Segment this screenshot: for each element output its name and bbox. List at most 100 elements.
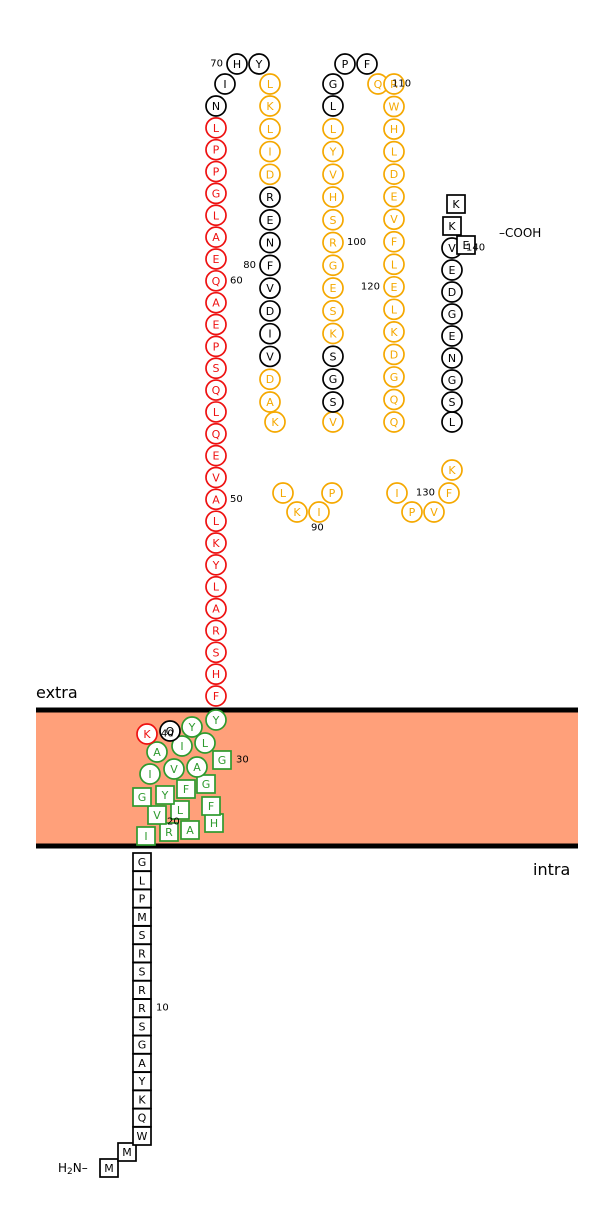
residue-142: K (446, 194, 466, 214)
residue-shape (322, 368, 344, 390)
residue-letter: G (138, 856, 147, 869)
residue-letter: D (266, 305, 274, 318)
residue-shape (259, 254, 281, 277)
residue-shape (383, 253, 405, 276)
residue-letter: F (267, 259, 273, 272)
residue-shape (259, 95, 281, 117)
residue-129: V (423, 501, 445, 523)
residue-shape (383, 343, 405, 366)
residue-95: S (322, 345, 344, 368)
residue-shape (205, 291, 227, 314)
residue-letter: I (317, 506, 320, 519)
residue-shape (205, 248, 227, 270)
residue-number-50: 50 (230, 494, 243, 505)
residue-7: A (132, 1053, 152, 1073)
residue-letter: V (329, 168, 337, 181)
residue-shape (442, 216, 462, 236)
residue-shape (259, 73, 281, 95)
residue-shape (322, 299, 344, 322)
residue-shape (259, 368, 281, 391)
residue-shape (383, 321, 405, 343)
residue-shape (212, 750, 232, 770)
residue-78: E (259, 208, 281, 231)
residue-letter: Y (212, 714, 220, 727)
residue-shape (147, 805, 167, 825)
residue-10: R (132, 998, 152, 1018)
residue-shape (322, 140, 344, 163)
residue-13: R (132, 943, 152, 964)
residue-letter: L (267, 123, 274, 136)
residue-shape (170, 800, 190, 820)
residue-shape (205, 554, 227, 576)
residue-letter: F (391, 236, 397, 249)
residue-shape (383, 298, 405, 321)
residue-shape (180, 820, 200, 840)
residue-shape (186, 756, 208, 778)
residue-66: P (205, 138, 227, 161)
residue-68: N (205, 95, 227, 117)
residue-82: D (259, 300, 281, 322)
residue-letter: V (266, 350, 274, 363)
residue-shape (322, 277, 344, 299)
residue-21: A (180, 820, 200, 840)
residue-letter: D (266, 168, 274, 181)
residue-shape (322, 231, 344, 254)
residue-28: F (176, 779, 196, 799)
residue-shape (159, 720, 181, 742)
residue-letter: K (448, 220, 456, 233)
residue-number-130: 130 (416, 488, 435, 499)
residue-shape (205, 641, 227, 664)
residue-112: W (383, 95, 405, 118)
residue-number-70: 70 (210, 59, 223, 70)
residue-101: S (322, 208, 344, 231)
residue-75: I (259, 140, 281, 163)
residue-shape (205, 269, 227, 292)
residue-shape (194, 732, 216, 754)
residue-shape (136, 826, 156, 846)
residue-29: G (196, 774, 216, 794)
residue-2: M (117, 1142, 137, 1162)
residue-letter: I (144, 830, 147, 843)
residue-letter: R (266, 191, 274, 204)
residue-letter: L (391, 146, 398, 159)
residue-letter: I (180, 740, 183, 753)
residue-42: H (205, 663, 227, 685)
residue-letter: F (213, 690, 219, 703)
residue-letter: G (448, 308, 457, 321)
residue-shape (441, 325, 463, 347)
residue-letter: K (271, 416, 279, 429)
extra-label: extra (36, 683, 78, 702)
residue-shape (201, 796, 221, 816)
residue-shape (205, 488, 227, 511)
residue-letter: L (330, 100, 337, 113)
residue-number-40: 40 (161, 729, 174, 740)
residue-shape (159, 822, 179, 842)
residue-shape (322, 95, 344, 117)
residue-letter: I (395, 487, 398, 500)
residue-letter: G (329, 373, 338, 386)
residue-44: R (205, 619, 227, 642)
residue-107: G (322, 73, 344, 95)
residue-letter: G (138, 791, 147, 804)
residue-122: K (383, 321, 405, 343)
residue-56: S (205, 357, 227, 380)
residue-shape (205, 182, 227, 205)
residue-letter: V (266, 282, 274, 295)
residue-25: V (147, 805, 167, 825)
residue-letter: K (329, 328, 337, 341)
residue-87: K (264, 411, 286, 433)
residue-131: K (441, 459, 463, 481)
n-terminus-tail: N– (73, 1161, 88, 1175)
residue-104: Y (322, 140, 344, 163)
residue-shape (205, 226, 227, 248)
residue-47: Y (205, 554, 227, 576)
residue-shape (205, 204, 227, 227)
residue-70: H (226, 53, 248, 75)
residue-letter: L (202, 737, 209, 750)
residue-shape (383, 73, 405, 95)
residue-5: K (132, 1089, 152, 1110)
residue-letter: L (213, 515, 220, 528)
residue-letter: V (153, 809, 161, 822)
residue-number-120: 120 (361, 281, 380, 292)
